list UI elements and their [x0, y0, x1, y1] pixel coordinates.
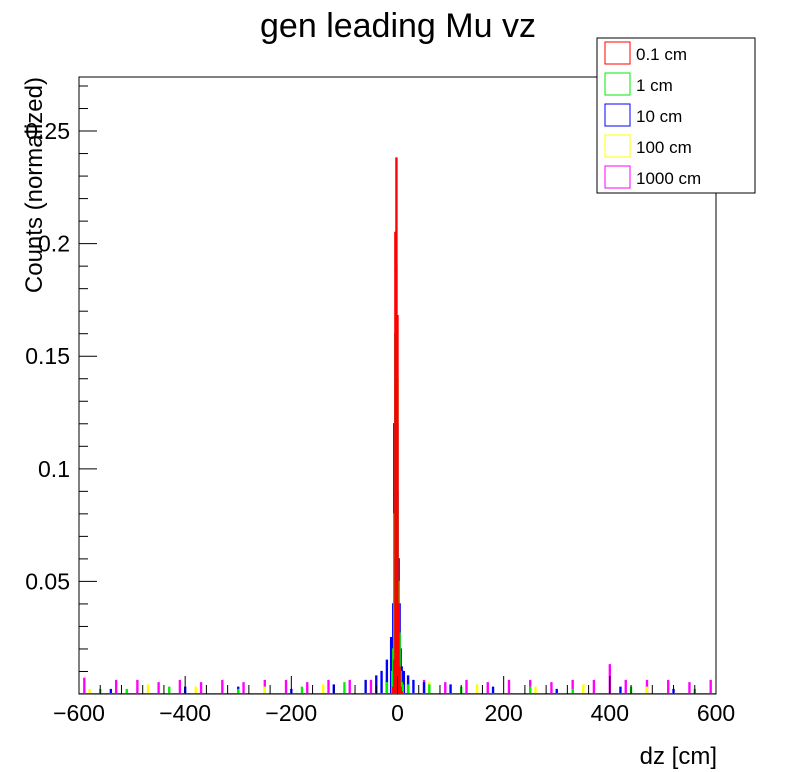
x-tick-label: 400 — [591, 700, 629, 726]
histogram-bin — [396, 315, 399, 694]
histogram-bin — [109, 688, 113, 694]
histogram-bin — [322, 684, 325, 694]
x-tick-label: −600 — [53, 700, 105, 726]
histogram-bin — [306, 682, 309, 694]
histogram-bin — [667, 679, 670, 694]
legend-swatch — [604, 103, 631, 127]
histogram-bin — [300, 686, 304, 694]
histogram-bin — [475, 684, 479, 694]
histogram-bin — [444, 682, 447, 694]
legend-swatch — [604, 41, 631, 65]
y-tick-label: 0.25 — [25, 118, 70, 144]
histogram-bin — [571, 679, 574, 694]
histogram-bin — [380, 670, 383, 694]
histogram-bin — [401, 684, 404, 694]
x-tick-label: −200 — [265, 700, 317, 726]
histogram-bin — [491, 686, 495, 694]
histogram-bin — [385, 659, 389, 694]
x-tick-label: 0 — [391, 700, 404, 726]
histogram-bin — [399, 686, 402, 694]
histogram-bin — [327, 679, 330, 694]
legend-label: 1000 cm — [636, 169, 701, 188]
histogram-bin — [242, 682, 245, 694]
legend-swatch — [604, 165, 631, 189]
histogram-bin — [422, 682, 426, 694]
histogram-bin — [136, 679, 139, 694]
y-axis-label: Counts (normalized) — [21, 77, 48, 293]
histogram-bin — [348, 679, 351, 694]
histogram-bin — [389, 637, 393, 694]
histogram-bin — [412, 679, 415, 694]
histogram-bin — [592, 679, 596, 694]
histogram-bin — [400, 691, 403, 694]
legend-label: 10 cm — [636, 107, 682, 126]
legend-swatch — [604, 134, 631, 158]
histogram-bin — [449, 684, 452, 694]
histogram-bin — [709, 679, 712, 694]
histogram-bin — [624, 679, 627, 694]
histogram-bin — [645, 686, 649, 694]
histogram-bin — [199, 682, 203, 694]
chart-title: gen leading Mu vz — [260, 7, 536, 45]
histogram-bin — [146, 684, 150, 694]
legend: 0.1 cm 1 cm 10 cm 100 cm 1000 cm — [596, 37, 756, 194]
histogram-bin — [688, 682, 691, 694]
histogram-series — [79, 157, 716, 694]
histogram-bin — [582, 684, 585, 694]
histogram-bin — [608, 664, 612, 694]
x-tick-label: 200 — [484, 700, 522, 726]
histogram-bin — [375, 675, 378, 694]
legend-swatch — [604, 72, 631, 96]
histogram-bin — [571, 688, 574, 694]
histogram-bin — [406, 684, 410, 694]
histogram-bin — [194, 686, 197, 694]
legend-label: 100 cm — [636, 138, 692, 157]
histogram-bin — [398, 666, 401, 694]
histogram-bin — [168, 686, 171, 694]
x-tick-label: −400 — [159, 700, 211, 726]
histogram-bin — [221, 679, 224, 694]
histogram-bin — [507, 679, 511, 694]
histogram-bin — [397, 603, 400, 694]
histogram-bin — [114, 679, 118, 694]
histogram-bin — [465, 679, 468, 694]
histogram-bin — [619, 686, 622, 694]
histogram-bin — [534, 686, 537, 694]
x-tick-label: 600 — [697, 700, 735, 726]
histogram-bin — [486, 682, 489, 694]
legend-label: 1 cm — [636, 76, 673, 95]
histogram-bin — [125, 688, 128, 694]
y-tick-label: 0.2 — [38, 231, 70, 257]
histogram-bin — [550, 682, 553, 694]
histogram-bin — [237, 688, 240, 694]
legend-label: 0.1 cm — [636, 45, 687, 64]
histogram-bin — [385, 682, 389, 694]
x-axis-label: dz [cm] — [640, 743, 717, 770]
y-tick-label: 0.15 — [25, 343, 70, 369]
histogram-bin — [263, 686, 266, 694]
histogram-bin — [402, 670, 406, 694]
histogram-bin — [555, 688, 558, 694]
histogram-bin — [364, 679, 367, 694]
series-layer — [79, 157, 716, 694]
histogram-bin — [83, 677, 86, 694]
histogram-bin — [178, 679, 182, 694]
y-tick-label: 0.1 — [38, 456, 70, 482]
histogram-bin — [284, 679, 288, 694]
histogram-bin — [369, 679, 373, 694]
axis-layer: −600 −400 −200 0 200 400 600 0.05 0.1 0.15 0.2 0.25 — [25, 85, 735, 726]
y-tick-label: 0.05 — [25, 568, 70, 594]
histogram-bin — [428, 684, 431, 694]
histogram-bin — [332, 684, 335, 694]
histogram-bin — [529, 686, 532, 694]
histogram-bin — [88, 688, 91, 694]
histogram-bin — [343, 682, 346, 694]
histogram-bin — [157, 682, 160, 694]
